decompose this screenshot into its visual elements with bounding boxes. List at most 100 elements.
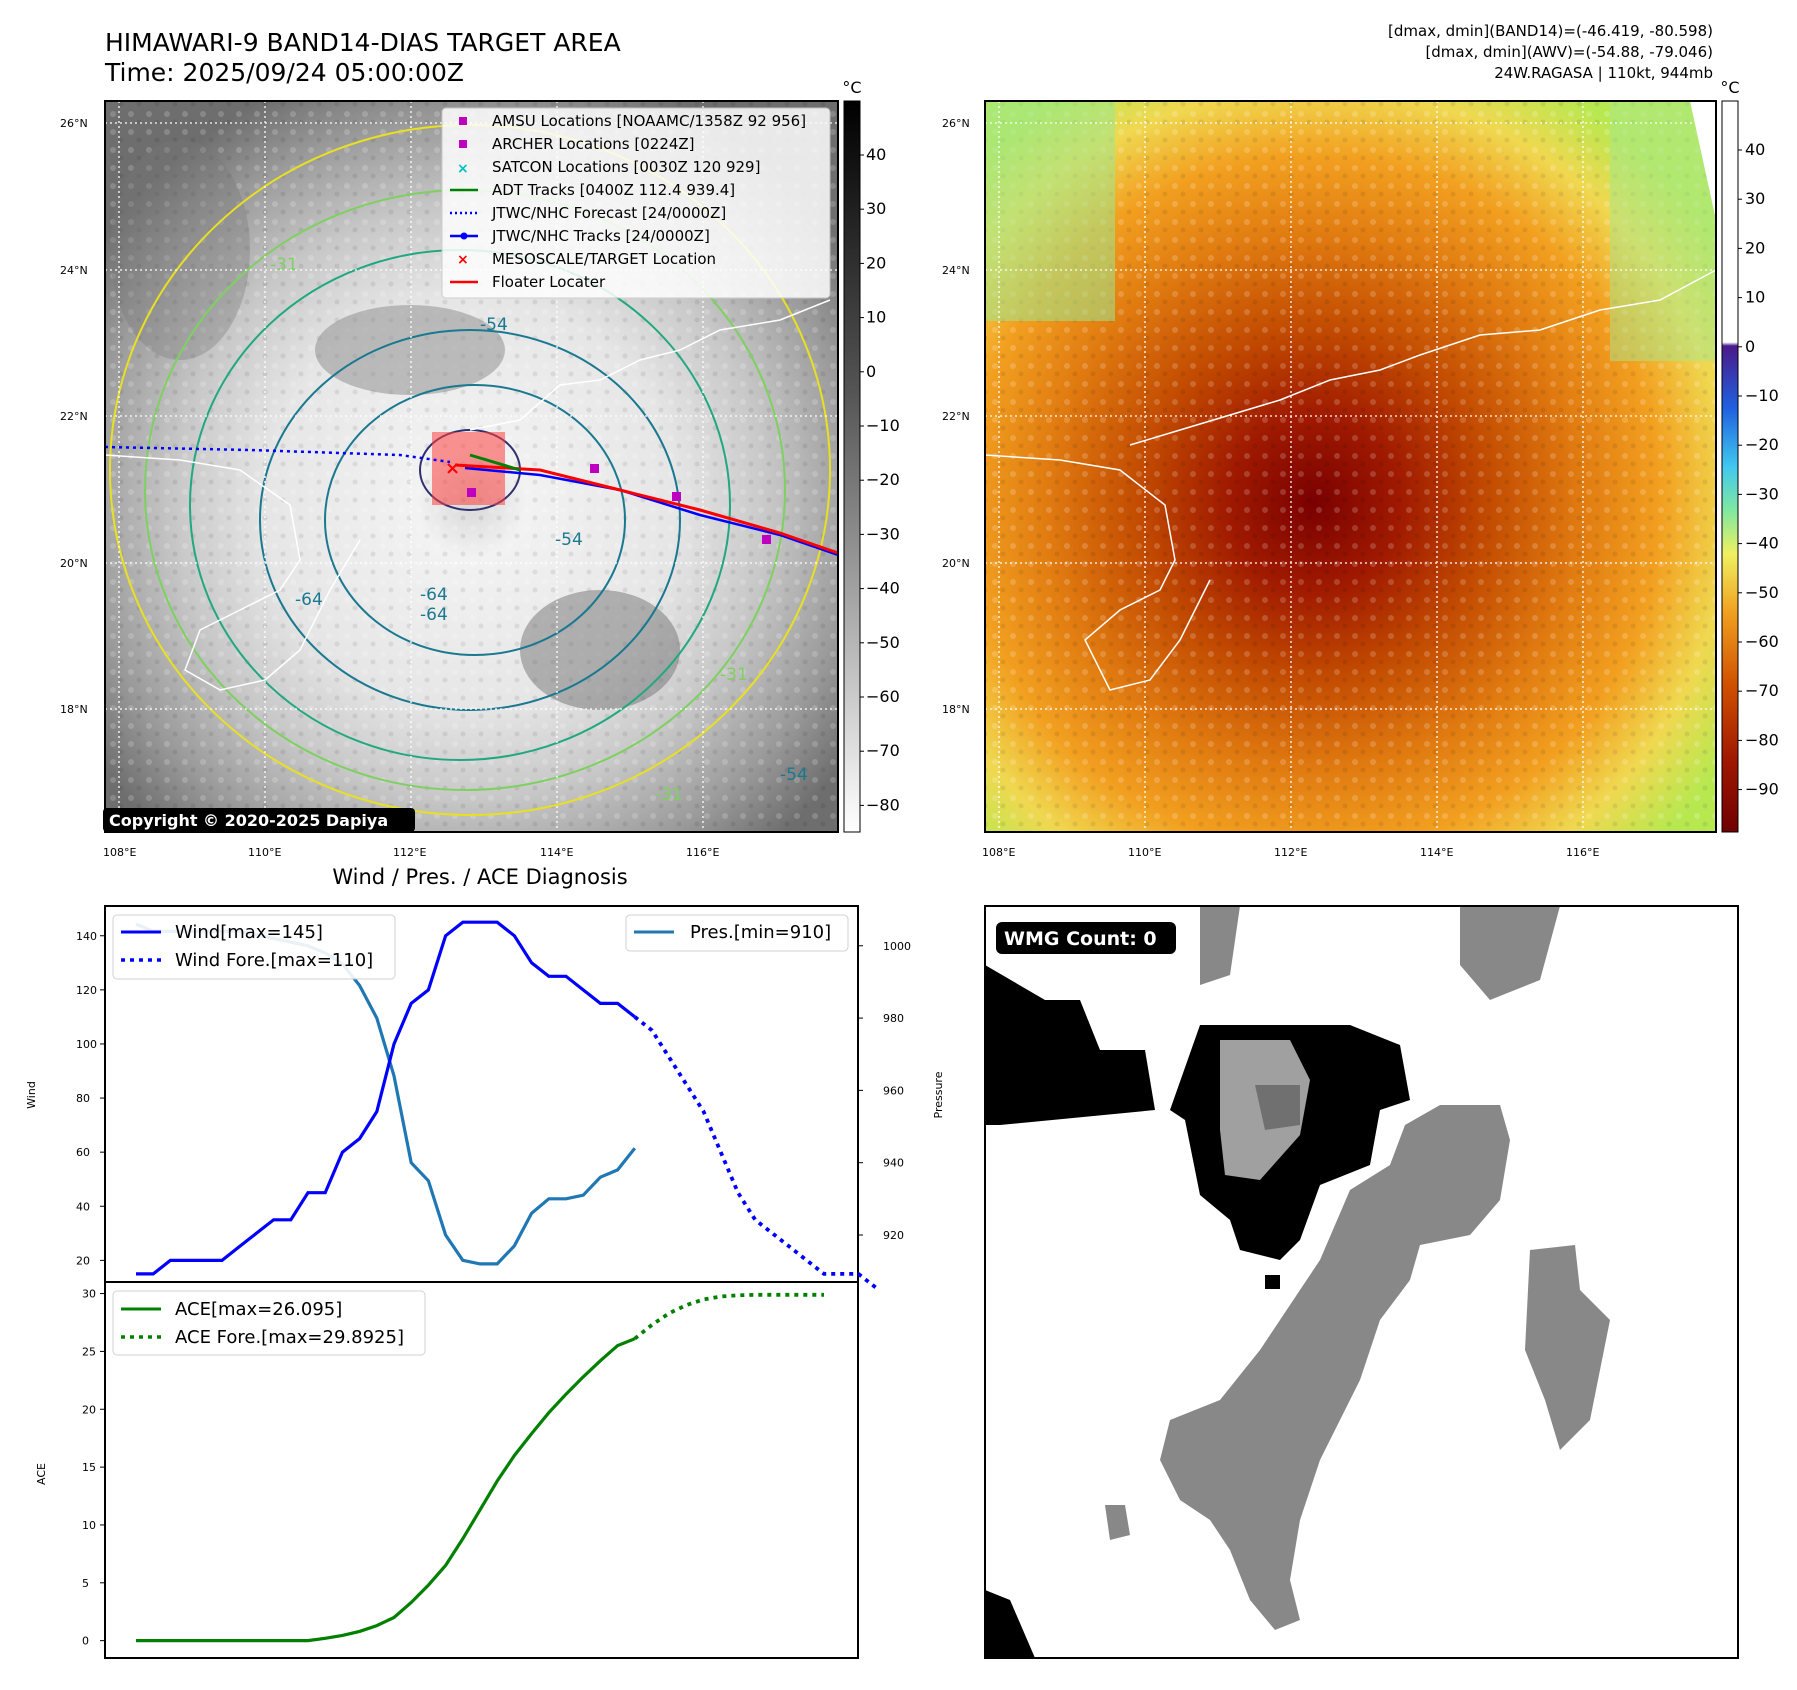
- wind-tick-label: 100: [76, 1038, 97, 1051]
- lon-label: 108°E: [103, 846, 136, 859]
- title-line-2: Time: 2025/09/24 05:00:00Z: [105, 58, 464, 87]
- floater-track: [454, 463, 839, 555]
- colorbar-tick-label: −20: [1745, 435, 1779, 454]
- figure-title: HIMAWARI-9 BAND14-DIAS TARGET AREA Time:…: [105, 28, 621, 88]
- ace-forecast-line: [633, 1292, 824, 1341]
- archer-legend-marker: [459, 140, 467, 148]
- contour-label: -64: [295, 590, 323, 610]
- colorbar-tick-label: −60: [866, 687, 900, 706]
- info-line-2: [dmax, dmin](AWV)=(-54.88, -79.046): [1425, 43, 1713, 61]
- colorbar-tick-label: 20: [1745, 238, 1765, 257]
- wmg-black-region: [985, 1590, 1035, 1658]
- pressure-legend: Pres.[min=910]: [625, 914, 849, 952]
- wmg-frame: [984, 905, 1739, 1659]
- colorbar-tick-label: 10: [1745, 288, 1765, 307]
- ace-tick-label: 5: [82, 1577, 89, 1590]
- lon-label: 112°E: [393, 846, 426, 859]
- left-map-lat-labels: 26°N 24°N 22°N 20°N 18°N: [60, 117, 88, 716]
- legend-item-target: MESOSCALE/TARGET Location: [492, 250, 716, 268]
- ace-chart: ACE 0 5 10 15 20 25 30 ACE[max=26.095] ACE For…: [35, 1281, 859, 1659]
- lat-label: 24°N: [942, 264, 970, 277]
- pressure-tick-label: 960: [883, 1084, 904, 1097]
- legend-item-floater: Floater Locater: [492, 273, 606, 291]
- contour-label: -31: [270, 255, 298, 275]
- satcon-legend-marker: ×: [457, 161, 469, 177]
- contour-label: -64: [420, 585, 448, 605]
- wind-forecast-line: [633, 1015, 877, 1289]
- wmg-badge: [996, 922, 1176, 954]
- ace-line: [136, 1337, 636, 1643]
- colorbar-tick-label: −80: [866, 795, 900, 814]
- lon-label: 108°E: [982, 846, 1015, 859]
- wmg-gray-region: [1200, 906, 1240, 985]
- target-legend-marker: ×: [457, 252, 469, 268]
- ace-tick-label: 25: [82, 1345, 96, 1358]
- copyright-text: Copyright © 2020-2025 Dapiya: [109, 811, 388, 830]
- wmg-panel: WMG Count: 0: [984, 905, 1739, 1659]
- lat-label: 22°N: [60, 410, 88, 423]
- colorbar-tick-label: 30: [866, 199, 886, 218]
- lat-label: 18°N: [942, 703, 970, 716]
- colorbar-tick-label: −20: [866, 470, 900, 489]
- colorbar-tick-label: 30: [1745, 189, 1765, 208]
- wind-pressure-chart: Wind Pressure 20 40 60 80 100 120 140 920 940 96…: [25, 905, 945, 1289]
- legend-item-ace: ACE[max=26.095]: [175, 1299, 342, 1320]
- legend-item-satcon: SATCON Locations [0030Z 120 929]: [492, 158, 760, 176]
- right-map-lat-labels: 26°N 24°N 22°N 20°N 18°N: [942, 117, 970, 716]
- colorbar-tick-label: −50: [866, 633, 900, 652]
- colorbar-tick-label: 0: [1745, 337, 1755, 356]
- pressure-tick-label: 940: [883, 1157, 904, 1170]
- colorbar-tick-label: −70: [1745, 681, 1779, 700]
- colorbar-tick-label: −10: [866, 416, 900, 435]
- contour-label: -54: [555, 530, 583, 550]
- legend-item-adt: ADT Tracks [0400Z 112.4 939.4]: [492, 181, 735, 199]
- colorbar-tick-label: 0: [866, 362, 876, 381]
- legend-item-ace-forecast: ACE Fore.[max=29.8925]: [175, 1327, 404, 1348]
- pressure-axis-label: Pressure: [932, 1071, 945, 1118]
- lon-label: 114°E: [1420, 846, 1453, 859]
- lon-label: 116°E: [1566, 846, 1599, 859]
- tracks-legend-dot: [460, 232, 468, 240]
- colorbar-tick-label: −30: [1745, 484, 1779, 503]
- wind-tick-label: 140: [76, 930, 97, 943]
- wind-tick-label: 60: [76, 1146, 90, 1159]
- lon-label: 110°E: [1128, 846, 1161, 859]
- legend-item-forecast: JTWC/NHC Forecast [24/0000Z]: [491, 204, 726, 222]
- ace-tick-label: 15: [82, 1461, 96, 1474]
- colorbar-tick-label: −60: [1745, 632, 1779, 651]
- wmg-gray-region: [1255, 1085, 1300, 1130]
- colorbar-tick-label: −50: [1745, 583, 1779, 602]
- pressure-tick-label: 920: [883, 1229, 904, 1242]
- lat-label: 18°N: [60, 703, 88, 716]
- storm-info: [dmax, dmin](BAND14)=(-46.419, -80.598) …: [1388, 21, 1713, 84]
- wmg-gray-region: [1105, 1505, 1130, 1540]
- legend-item-pressure: Pres.[min=910]: [690, 922, 831, 943]
- contour-label: -64: [420, 605, 448, 625]
- colorbar-tick-label: −10: [1745, 386, 1779, 405]
- wind-tick-label: 80: [76, 1092, 90, 1105]
- info-line-3: 24W.RAGASA | 110kt, 944mb: [1494, 64, 1713, 82]
- colorbar-tick-label: 20: [866, 253, 886, 272]
- right-map-lon-labels: 108°E 110°E 112°E 114°E 116°E: [982, 846, 1599, 859]
- right-colorbar: °C 40 30 20 10 0 −10 −20 −30 −40 −50 −60 −70 −80 −90: [1720, 78, 1779, 833]
- diagnosis-title: Wind / Pres. / ACE Diagnosis: [332, 865, 627, 889]
- pressure-tick-label: 980: [883, 1012, 904, 1025]
- colorbar-tick-label: 40: [866, 145, 886, 164]
- legend-item-amsu: AMSU Locations [NOAAMC/1358Z 92 956]: [492, 112, 806, 130]
- lon-label: 114°E: [540, 846, 573, 859]
- coastline-left: [104, 299, 831, 691]
- ace-axis-label: ACE: [35, 1463, 48, 1485]
- title-line-1: HIMAWARI-9 BAND14-DIAS TARGET AREA: [105, 28, 621, 57]
- colorbar-tick-label: −80: [1745, 730, 1779, 749]
- contour-label: -54: [780, 765, 808, 785]
- contour-labels: -64 -64 -64 -54 -54 -31 -31 -31 -54: [270, 255, 808, 805]
- right-map-gridlines: [985, 101, 1716, 832]
- left-map-lon-labels: 108°E 110°E 112°E 114°E 116°E: [103, 846, 719, 859]
- lat-label: 20°N: [942, 557, 970, 570]
- legend-item-wind-forecast: Wind Fore.[max=110]: [175, 950, 373, 971]
- legend-item-wind: Wind[max=145]: [175, 922, 323, 943]
- info-line-1: [dmax, dmin](BAND14)=(-46.419, -80.598): [1388, 22, 1713, 40]
- colorbar-tick-label: 40: [1745, 140, 1765, 159]
- colorbar-unit: °C: [1720, 78, 1739, 97]
- lat-label: 26°N: [60, 117, 88, 130]
